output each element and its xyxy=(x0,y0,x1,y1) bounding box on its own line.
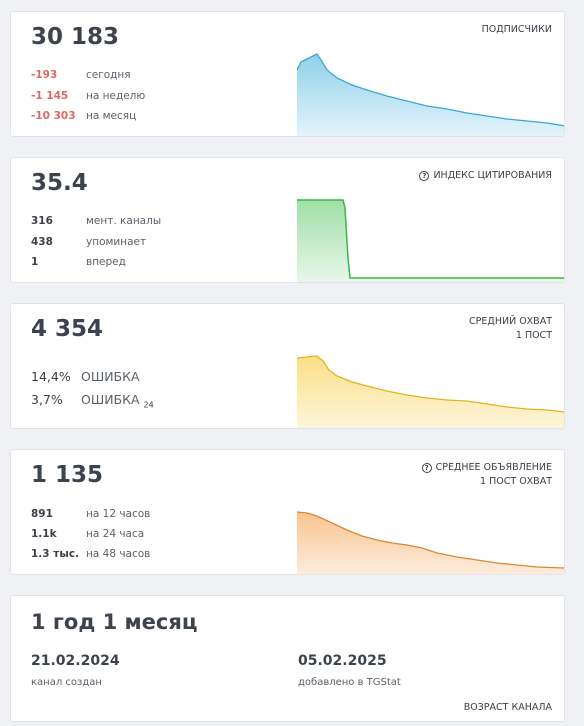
stat-row: 891 на 12 часов xyxy=(31,508,150,520)
citation-value: 35.4 xyxy=(31,170,88,196)
ad-reach-label-line1: СРЕДНЕЕ ОБЪЯВЛЕНИЕ xyxy=(435,462,552,473)
stat-value: -1 145 xyxy=(31,90,69,102)
err-text: ОШИБКА xyxy=(81,369,140,384)
stat-text: на месяц xyxy=(86,110,137,122)
stat-value: 891 xyxy=(31,508,53,520)
subscribers-card[interactable]: 30 183 ПОДПИСЧИКИ -193 сегодня -1 145 на н… xyxy=(10,11,565,137)
err-value: 14,4% xyxy=(31,369,71,384)
stat-text: мент. каналы xyxy=(86,215,162,227)
stat-row: -10 303 на месяц xyxy=(31,110,136,122)
ad-reach-sparkline xyxy=(297,511,564,574)
reach-label-line1: СРЕДНИЙ ОХВАТ xyxy=(469,316,552,327)
channel-age-label: ВОЗРАСТ КАНАЛА xyxy=(463,702,552,713)
stat-text: на 12 часов xyxy=(86,508,151,520)
created-date: 21.02.2024 xyxy=(31,653,120,669)
reach-sparkline xyxy=(297,355,564,428)
help-circle-icon[interactable]: ? xyxy=(421,463,432,473)
citation-label-text: ИНДЕКС ЦИТИРОВАНИЯ xyxy=(433,170,552,181)
stat-text: на 24 часа xyxy=(86,528,145,540)
reach-label: СРЕДНИЙ ОХВАТ 1 ПОСТ xyxy=(469,315,552,343)
err-row: 14,4% ОШИБКА xyxy=(31,369,140,384)
help-circle-icon[interactable]: ? xyxy=(419,171,430,181)
stat-text: на 48 часов xyxy=(86,548,151,560)
citation-sparkline xyxy=(297,199,564,282)
stat-value: 316 xyxy=(31,215,53,227)
stat-value: 1.3 тыс. xyxy=(31,548,80,560)
stat-row: 316 мент. каналы xyxy=(31,215,161,227)
err-value: 3,7% xyxy=(31,392,63,407)
stat-text: сегодня xyxy=(86,69,131,81)
stat-value: 1.1k xyxy=(31,528,57,540)
stat-text: вперед xyxy=(86,256,126,268)
stat-text: на неделю xyxy=(86,90,146,102)
stat-row: 1 вперед xyxy=(31,256,126,268)
reach-value: 4 354 xyxy=(31,316,104,342)
ad-reach-label-line2: 1 ПОСТ ОХВАТ xyxy=(480,476,552,487)
channel-age-value: 1 год 1 месяц xyxy=(31,610,198,634)
added-label: добавлено в TGStat xyxy=(298,677,401,688)
stat-value: -10 303 xyxy=(31,110,76,122)
stat-value: 1 xyxy=(31,256,39,268)
citation-card[interactable]: 35.4 ? ИНДЕКС ЦИТИРОВАНИЯ 316 мент. каналы… xyxy=(10,157,565,283)
channel-age-card[interactable]: 1 год 1 месяц 21.02.2024 канал создан 05… xyxy=(10,595,565,722)
err-sub: 24 xyxy=(143,400,154,410)
err-row: 3,7% ОШИБКА 24 xyxy=(31,392,154,410)
stat-text: упоминает xyxy=(86,236,147,248)
reach-label-line2: 1 ПОСТ xyxy=(515,330,552,341)
stat-value: -193 xyxy=(31,69,58,81)
ad-reach-card[interactable]: 1 135 ? СРЕДНЕЕ ОБЪЯВЛЕНИЕ 1 ПОСТ ОХВАТ 8… xyxy=(10,449,565,575)
stat-value: 438 xyxy=(31,236,53,248)
stat-row: 1.1k на 24 часа xyxy=(31,528,144,540)
citation-label: ? ИНДЕКС ЦИТИРОВАНИЯ xyxy=(419,169,552,183)
ad-reach-label: ? СРЕДНЕЕ ОБЪЯВЛЕНИЕ 1 ПОСТ ОХВАТ xyxy=(421,461,552,489)
ad-reach-value: 1 135 xyxy=(31,462,104,488)
created-label: канал создан xyxy=(31,677,102,688)
added-date: 05.02.2025 xyxy=(298,653,387,669)
stat-row: 438 упоминает xyxy=(31,236,146,248)
subscribers-sparkline xyxy=(297,53,564,136)
subscribers-label: ПОДПИСЧИКИ xyxy=(481,24,552,35)
subscribers-value: 30 183 xyxy=(31,24,120,50)
reach-card[interactable]: 4 354 СРЕДНИЙ ОХВАТ 1 ПОСТ 14,4% ОШИБКА 3… xyxy=(10,303,565,429)
err-text: ОШИБКА xyxy=(81,392,140,407)
stat-row: -1 145 на неделю xyxy=(31,90,145,102)
stat-row: 1.3 тыс. на 48 часов xyxy=(31,548,150,560)
stat-row: -193 сегодня xyxy=(31,69,131,81)
